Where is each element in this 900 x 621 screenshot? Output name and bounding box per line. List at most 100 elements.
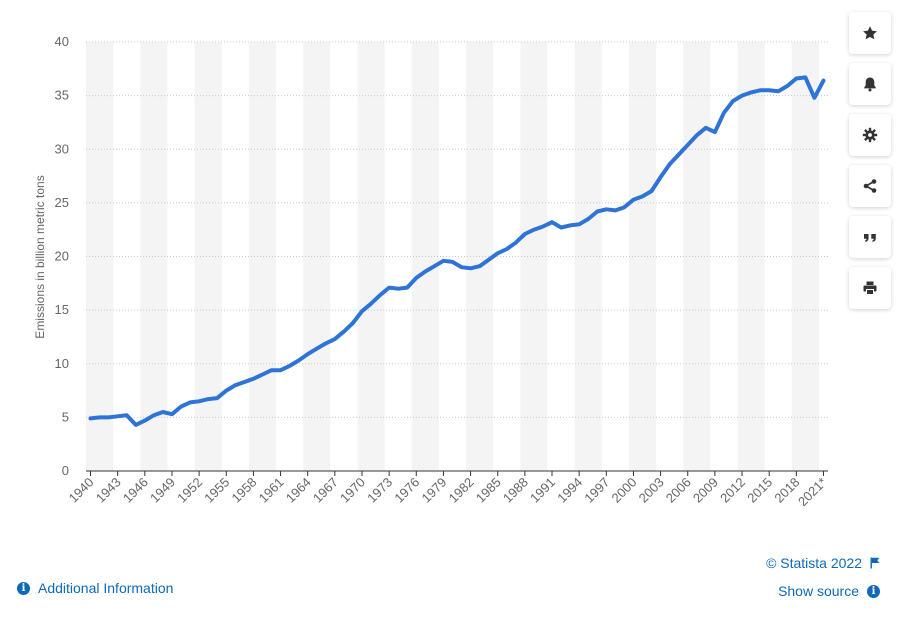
- x-tick-label: 1946: [120, 475, 151, 506]
- data-point[interactable]: [532, 228, 536, 232]
- data-point[interactable]: [206, 397, 210, 401]
- additional-information-link[interactable]: i Additional Information: [17, 580, 173, 596]
- data-point[interactable]: [297, 359, 301, 363]
- data-point[interactable]: [279, 368, 283, 372]
- data-point[interactable]: [450, 260, 454, 264]
- data-point[interactable]: [260, 372, 264, 376]
- data-point[interactable]: [251, 377, 255, 381]
- favorite-button[interactable]: [849, 12, 891, 54]
- data-point[interactable]: [233, 383, 237, 387]
- data-point[interactable]: [161, 410, 165, 414]
- data-point[interactable]: [242, 380, 246, 384]
- data-point[interactable]: [496, 251, 500, 255]
- settings-button[interactable]: [849, 114, 891, 156]
- data-point[interactable]: [776, 89, 780, 93]
- data-point[interactable]: [821, 79, 825, 83]
- notification-button[interactable]: [849, 63, 891, 105]
- data-point[interactable]: [98, 415, 102, 419]
- x-tick-label: 2009: [690, 475, 721, 506]
- data-point[interactable]: [396, 287, 400, 291]
- data-point[interactable]: [586, 217, 590, 221]
- data-point[interactable]: [423, 270, 427, 274]
- data-point[interactable]: [215, 396, 219, 400]
- data-point[interactable]: [306, 352, 310, 356]
- data-point[interactable]: [550, 220, 554, 224]
- info-icon: i: [17, 581, 30, 595]
- data-point[interactable]: [170, 412, 174, 416]
- data-point[interactable]: [460, 265, 464, 269]
- data-point[interactable]: [224, 389, 228, 393]
- data-point[interactable]: [758, 88, 762, 92]
- data-point[interactable]: [378, 293, 382, 297]
- data-point[interactable]: [568, 223, 572, 227]
- y-tick-label: 25: [55, 195, 69, 210]
- cite-button[interactable]: [849, 216, 891, 258]
- data-point[interactable]: [631, 198, 635, 202]
- x-tick-label: 1979: [418, 475, 449, 506]
- data-point[interactable]: [487, 258, 491, 262]
- data-point[interactable]: [432, 264, 436, 268]
- data-point[interactable]: [713, 130, 717, 134]
- data-point[interactable]: [143, 419, 147, 423]
- data-point[interactable]: [414, 276, 418, 280]
- data-point[interactable]: [668, 162, 672, 166]
- data-point[interactable]: [613, 208, 617, 212]
- data-point[interactable]: [134, 423, 138, 427]
- flag-icon[interactable]: [870, 557, 880, 569]
- data-point[interactable]: [405, 286, 409, 290]
- data-point[interactable]: [333, 337, 337, 341]
- data-point[interactable]: [505, 247, 509, 251]
- y-tick-label: 15: [55, 302, 69, 317]
- data-point[interactable]: [197, 399, 201, 403]
- data-point[interactable]: [152, 413, 156, 417]
- data-point[interactable]: [622, 205, 626, 209]
- share-button[interactable]: [849, 165, 891, 207]
- data-point[interactable]: [523, 232, 527, 236]
- data-point[interactable]: [740, 94, 744, 98]
- data-point[interactable]: [360, 309, 364, 313]
- data-point[interactable]: [107, 415, 111, 419]
- data-point[interactable]: [785, 84, 789, 88]
- data-point[interactable]: [677, 153, 681, 157]
- data-point[interactable]: [89, 416, 93, 420]
- data-point[interactable]: [116, 414, 120, 418]
- data-point[interactable]: [469, 266, 473, 270]
- data-point[interactable]: [803, 75, 807, 79]
- data-point[interactable]: [270, 368, 274, 372]
- data-point[interactable]: [595, 209, 599, 213]
- data-point[interactable]: [441, 259, 445, 263]
- data-point[interactable]: [315, 347, 319, 351]
- data-point[interactable]: [577, 222, 581, 226]
- data-point[interactable]: [659, 175, 663, 179]
- data-point[interactable]: [288, 364, 292, 368]
- data-point[interactable]: [641, 194, 645, 198]
- series-line[interactable]: [88, 75, 826, 427]
- data-point[interactable]: [749, 90, 753, 94]
- data-point[interactable]: [514, 241, 518, 245]
- data-point[interactable]: [794, 76, 798, 80]
- data-point[interactable]: [351, 321, 355, 325]
- data-point[interactable]: [695, 133, 699, 137]
- data-point[interactable]: [369, 302, 373, 306]
- data-point[interactable]: [387, 286, 391, 290]
- data-point[interactable]: [650, 189, 654, 193]
- data-point[interactable]: [541, 224, 545, 228]
- data-point[interactable]: [731, 99, 735, 103]
- data-point[interactable]: [704, 126, 708, 130]
- data-point[interactable]: [125, 413, 129, 417]
- data-point[interactable]: [342, 330, 346, 334]
- print-button[interactable]: [849, 267, 891, 309]
- data-point[interactable]: [686, 143, 690, 147]
- data-point[interactable]: [767, 88, 771, 92]
- data-point[interactable]: [478, 264, 482, 268]
- data-point[interactable]: [812, 96, 816, 100]
- data-point[interactable]: [722, 111, 726, 115]
- data-point[interactable]: [179, 405, 183, 409]
- data-point[interactable]: [188, 400, 192, 404]
- background-band: [683, 42, 711, 471]
- data-point[interactable]: [324, 341, 328, 345]
- show-source-link[interactable]: Show source i: [778, 583, 880, 599]
- data-point[interactable]: [604, 207, 608, 211]
- data-point[interactable]: [559, 226, 563, 230]
- share-icon: [863, 179, 877, 193]
